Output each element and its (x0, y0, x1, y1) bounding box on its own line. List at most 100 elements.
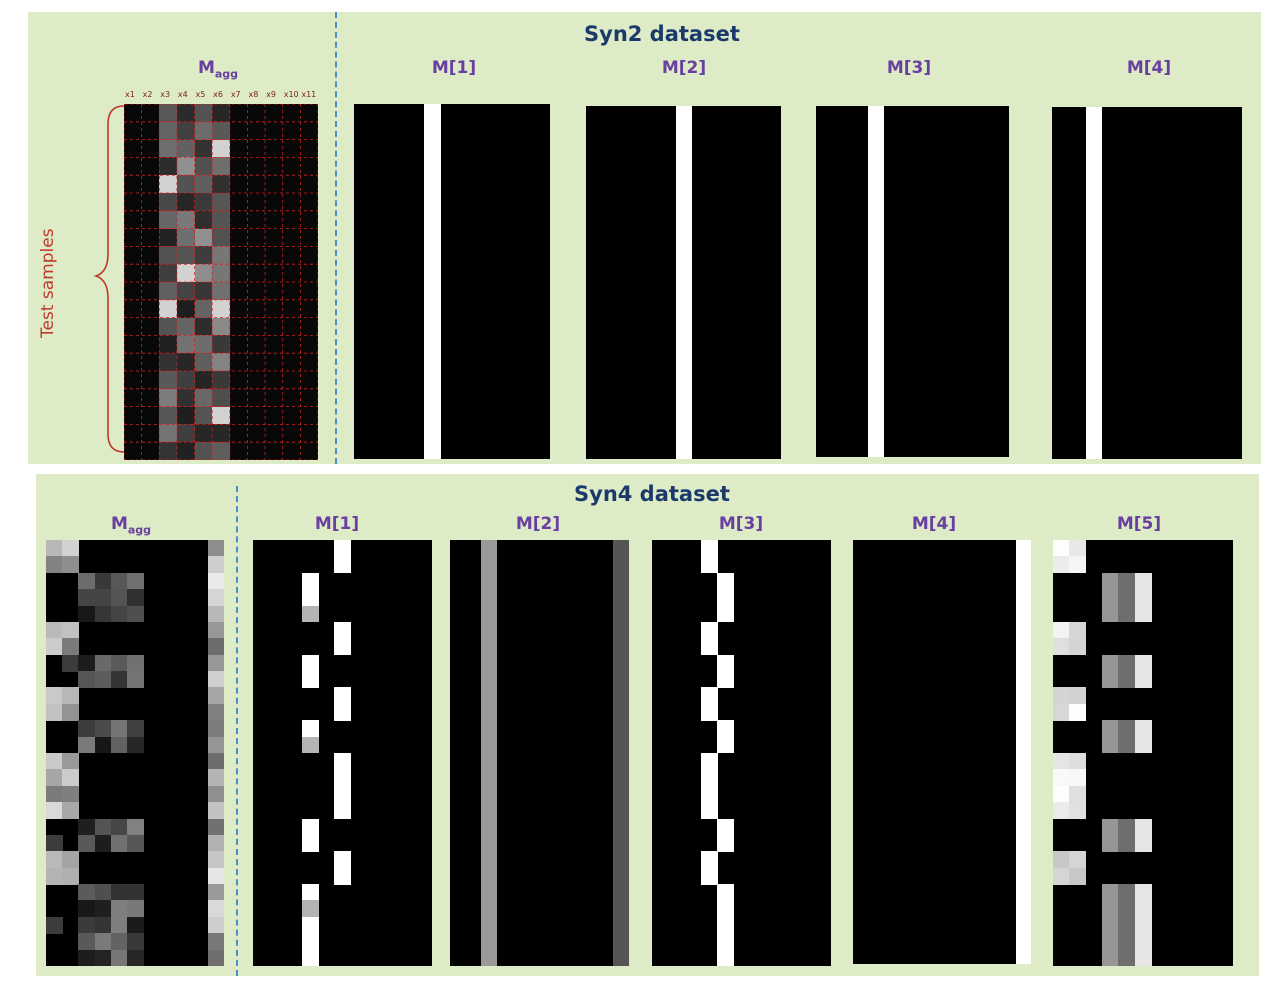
heatmap-cell (700, 753, 718, 770)
syn2-panel: Syn2 dataset Magg Test samples x1 x2 x3 x4 x… (28, 12, 1261, 464)
heatmap-cell (1069, 785, 1087, 803)
heatmap-cell (207, 884, 224, 901)
syn2-mask-2 (586, 106, 781, 459)
heatmap-cell (194, 246, 213, 265)
feature-labels: x1 x2 x3 x4 x5 x6 x7 x8 x9 x10 x11 (124, 90, 318, 104)
heatmap-cell (78, 589, 96, 607)
heatmap-cell (1102, 654, 1119, 672)
heatmap-cell (207, 671, 224, 688)
heatmap-cell (212, 424, 231, 443)
heatmap-cell (124, 353, 143, 372)
heatmap-cell (247, 442, 266, 460)
heatmap-cell (126, 720, 144, 738)
heatmap-cell (176, 175, 196, 194)
heatmap-cell (207, 720, 224, 738)
heatmap-cell (159, 139, 178, 158)
heatmap-cell (229, 388, 248, 408)
syn4-mask-4 (853, 540, 1031, 964)
heatmap-cell (1134, 589, 1152, 607)
heatmap-cell (212, 157, 231, 176)
heatmap-cell (1102, 589, 1119, 607)
heatmap-cell (301, 933, 319, 951)
heatmap-cell (124, 104, 143, 123)
heatmap-cell (282, 121, 301, 141)
heatmap-cell (1134, 818, 1152, 836)
heatmap-cell (94, 900, 112, 918)
heatmap-cell (300, 388, 318, 408)
heatmap-cell (141, 157, 160, 176)
heatmap-cell (126, 654, 144, 672)
heatmap-cell (247, 193, 266, 212)
heatmap-cell (110, 572, 128, 590)
heatmap-cell (94, 572, 112, 590)
heatmap-cell (124, 121, 143, 141)
heatmap-cell (700, 703, 718, 721)
syn2-mask-label-4: M[4] (1126, 58, 1172, 78)
heatmap-cell (265, 193, 284, 212)
heatmap-cell (126, 736, 144, 754)
heatmap-cell (229, 121, 248, 141)
heatmap-cell (1069, 556, 1087, 574)
heatmap-cell (110, 818, 128, 836)
heatmap-cell (141, 442, 160, 460)
heatmap-cell (334, 540, 352, 557)
heatmap-cell (46, 769, 63, 787)
heatmap-cell (141, 353, 160, 372)
heatmap-cell (282, 424, 301, 443)
syn4-mask-5 (1053, 540, 1233, 966)
heatmap-cell (717, 572, 734, 590)
heatmap-cell (194, 175, 213, 194)
heatmap-cell (282, 175, 301, 194)
heatmap-cell (194, 139, 213, 158)
heatmap-cell (282, 282, 301, 301)
heatmap-cell (207, 605, 224, 623)
heatmap-cell (282, 228, 301, 247)
heatmap-cell (301, 720, 319, 738)
heatmap-cell (247, 246, 266, 265)
heatmap-cell (1102, 671, 1119, 688)
heatmap-cell (207, 687, 224, 705)
heatmap-cell (46, 638, 63, 656)
heatmap-cell (334, 851, 352, 869)
heatmap-cell (1118, 900, 1136, 918)
heatmap-cell (176, 282, 196, 301)
heatmap-cell (62, 654, 79, 672)
heatmap-cell (300, 157, 318, 176)
heatmap-cell (62, 556, 79, 574)
heatmap-cell (176, 406, 196, 425)
heatmap-cell (301, 736, 319, 754)
heatmap-cell (207, 949, 224, 966)
heatmap-cell (176, 246, 196, 265)
heatmap-cell (126, 671, 144, 688)
heatmap-cell (282, 353, 301, 372)
heatmap-cell (1118, 736, 1136, 754)
grid-overlay (124, 104, 318, 460)
heatmap-cell (212, 442, 231, 460)
heatmap-cell (212, 264, 231, 283)
heatmap-cell (700, 867, 718, 885)
heatmap-cell (126, 572, 144, 590)
heatmap-cell (141, 388, 160, 408)
heatmap-cell (265, 104, 284, 123)
heatmap-cell (282, 299, 301, 319)
heatmap-cell (159, 175, 178, 194)
heatmap-cell (176, 228, 196, 247)
heatmap-cell (1118, 949, 1136, 966)
heatmap-cell (194, 388, 213, 408)
heatmap-cell (700, 851, 718, 869)
heatmap-cell (265, 264, 284, 283)
heatmap-cell (194, 335, 213, 354)
heatmap-cell (717, 900, 734, 918)
heatmap-cell (282, 104, 301, 123)
heatmap-cell (1069, 802, 1087, 820)
heatmap-cell (1102, 605, 1119, 623)
heatmap-cell (159, 388, 178, 408)
heatmap-cell (159, 264, 178, 283)
heatmap-cell (124, 157, 143, 176)
heatmap-cell (300, 210, 318, 230)
heatmap-cell (207, 933, 224, 951)
heatmap-cell (207, 736, 224, 754)
heatmap-cell (1118, 654, 1136, 672)
heatmap-cell (247, 317, 266, 336)
heatmap-cell (94, 605, 112, 623)
